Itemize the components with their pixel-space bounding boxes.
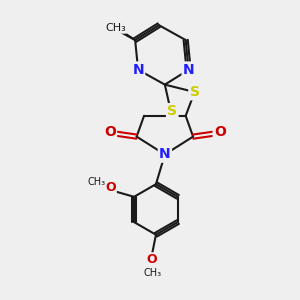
Text: CH₃: CH₃ [144, 268, 162, 278]
Text: N: N [183, 63, 194, 77]
Text: S: S [190, 85, 200, 99]
Text: CH₃: CH₃ [88, 177, 106, 187]
Text: O: O [105, 182, 116, 194]
Text: CH₃: CH₃ [105, 23, 126, 33]
Text: O: O [214, 125, 226, 139]
Text: S: S [167, 104, 177, 118]
Text: O: O [146, 254, 157, 266]
Text: N: N [132, 63, 144, 77]
Text: O: O [104, 125, 116, 139]
Text: N: N [159, 148, 171, 161]
